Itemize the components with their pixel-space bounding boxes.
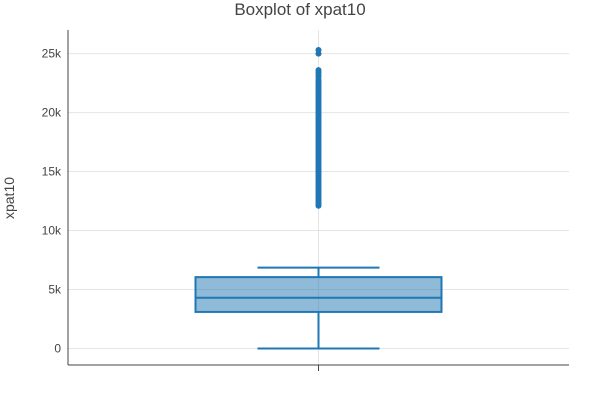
- y-tick-label: 15k: [42, 165, 62, 179]
- y-tick-labels: 0 5k 10k 15k 20k 25k: [42, 47, 62, 356]
- y-tick-label: 20k: [42, 106, 62, 120]
- y-axis-label: xpat10: [1, 177, 17, 219]
- y-tick-label: 25k: [42, 47, 62, 61]
- chart-title: Boxplot of xpat10: [234, 0, 365, 19]
- outlier-point: [315, 47, 322, 54]
- y-tick-label: 5k: [48, 283, 62, 297]
- outlier-point: [315, 67, 322, 74]
- y-tick-label: 10k: [42, 224, 62, 238]
- iqr-box: [194, 276, 443, 313]
- box-series[interactable]: [194, 266, 443, 350]
- y-tick-label: 0: [54, 341, 61, 355]
- outlier-points[interactable]: [315, 47, 322, 209]
